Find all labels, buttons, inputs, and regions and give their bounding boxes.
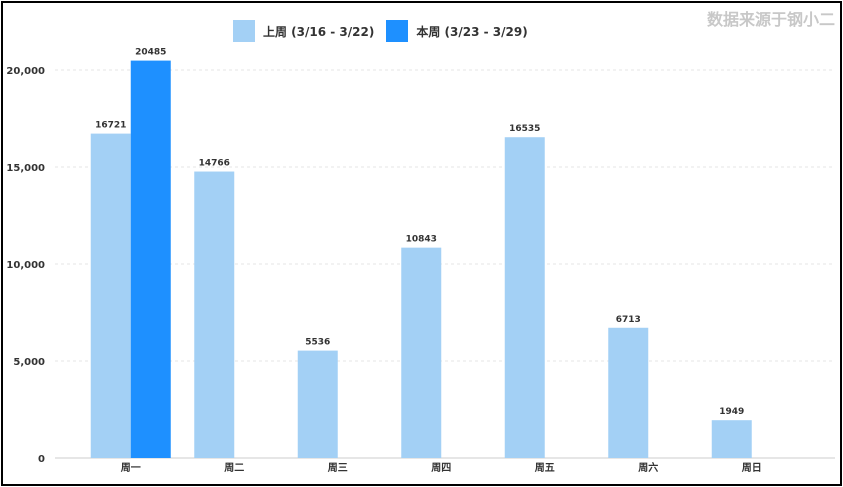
x-tick-label: 周日 — [742, 462, 762, 474]
legend-item-this-week[interactable]: 本周 (3/23 - 3/29) — [386, 20, 528, 42]
x-tick-label: 周六 — [638, 461, 658, 474]
y-tick-label: 5,000 — [13, 357, 45, 368]
bar — [504, 137, 545, 458]
legend-label: 上周 (3/16 - 3/22) — [263, 24, 375, 39]
bar — [194, 171, 235, 458]
data-label: 6713 — [616, 315, 641, 325]
data-label: 14766 — [199, 159, 230, 169]
legend-item-last-week[interactable]: 上周 (3/16 - 3/22) — [233, 20, 374, 42]
bar — [608, 327, 649, 458]
bar — [711, 420, 752, 458]
data-label: 16721 — [95, 121, 126, 131]
x-tick-label: 周三 — [328, 462, 348, 474]
y-tick-label: 0 — [38, 454, 45, 465]
legend: 上周 (3/16 - 3/22) 本周 (3/23 - 3/29) — [233, 20, 540, 42]
bar — [90, 133, 131, 458]
data-label: 20485 — [135, 48, 166, 58]
data-label: 16535 — [509, 124, 540, 134]
legend-label: 本周 (3/23 - 3/29) — [416, 24, 528, 39]
x-tick-label: 周一 — [121, 462, 141, 474]
data-label: 5536 — [305, 338, 330, 348]
source-note: 数据来源于钢小二 — [706, 10, 835, 29]
legend-swatch — [233, 20, 255, 42]
bar — [130, 60, 171, 458]
data-label: 1949 — [719, 407, 744, 417]
bar — [401, 247, 442, 458]
x-tick-label: 周五 — [535, 462, 555, 474]
y-tick-label: 10,000 — [6, 260, 45, 271]
y-tick-label: 15,000 — [6, 163, 45, 174]
data-label: 10843 — [406, 235, 437, 245]
x-tick-label: 周四 — [431, 462, 451, 474]
legend-swatch — [386, 20, 409, 42]
bar — [297, 350, 338, 458]
x-tick-label: 周二 — [224, 462, 244, 474]
y-tick-label: 20,000 — [6, 66, 45, 77]
